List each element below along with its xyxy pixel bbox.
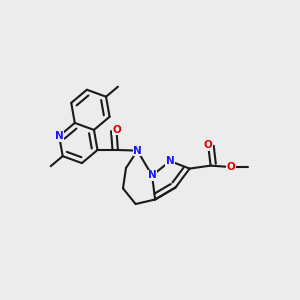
Text: N: N bbox=[166, 156, 175, 166]
Text: O: O bbox=[112, 124, 121, 135]
Text: O: O bbox=[226, 162, 236, 172]
Text: N: N bbox=[133, 146, 142, 156]
Text: N: N bbox=[55, 131, 64, 141]
Text: N: N bbox=[148, 170, 157, 181]
Text: O: O bbox=[204, 140, 213, 150]
